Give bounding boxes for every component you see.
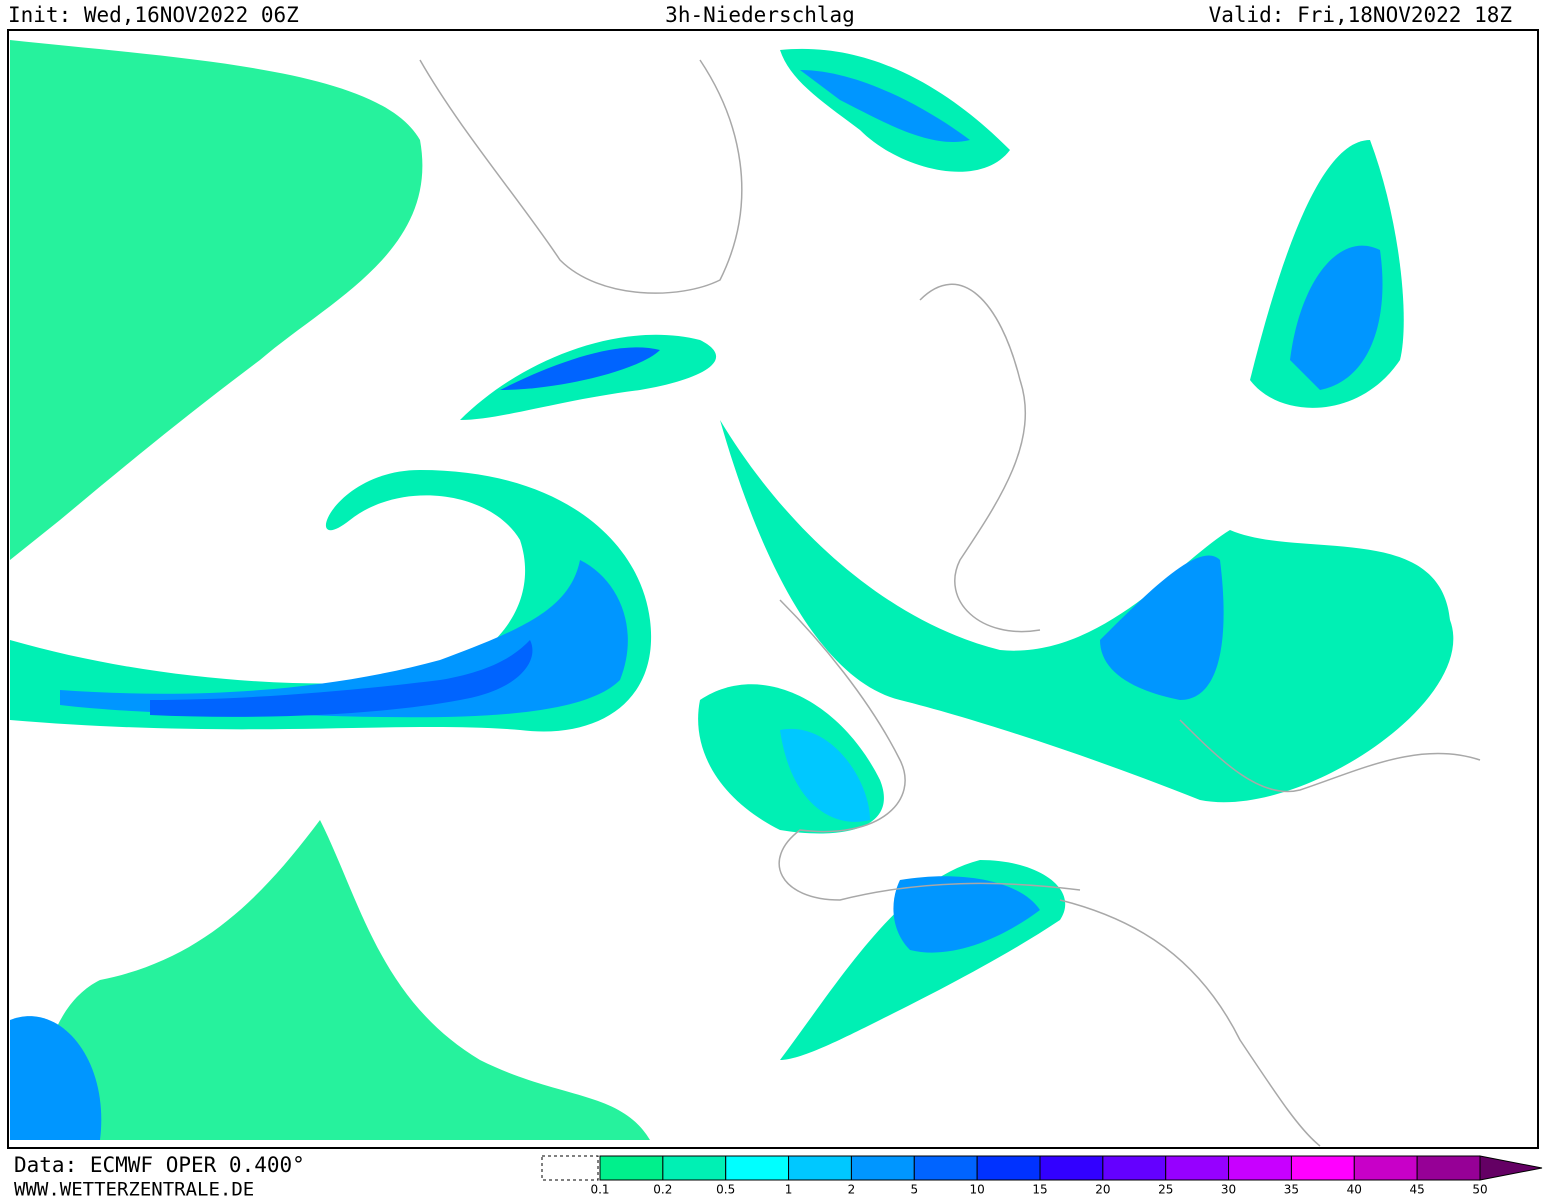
website: WWW.WETTERZENTRALE.DE [14, 1179, 254, 1200]
data-source: Data: ECMWF OPER 0.400° [14, 1153, 305, 1177]
scale-tick-label: 1 [785, 1183, 793, 1197]
scale-tick-label: 5 [910, 1183, 918, 1197]
scale-tick-label: 40 [1347, 1183, 1362, 1197]
scale-bin [976, 1155, 1041, 1181]
scale-tick-label: 20 [1095, 1183, 1110, 1197]
scale-bin [1039, 1155, 1104, 1181]
scale-bin [1416, 1155, 1481, 1181]
color-scale: 0.1 0.2 0.5 1 2 5 10 15 20 25 30 35 40 45 50 [590, 1155, 1543, 1197]
scale-bin [850, 1155, 915, 1181]
scale-bin [662, 1155, 727, 1181]
init-time: Init: Wed,16NOV2022 06Z [8, 3, 299, 27]
scale-tick-label: 0.2 [653, 1183, 672, 1197]
scale-tick-label: 50 [1472, 1183, 1487, 1197]
scale-bin [599, 1155, 664, 1181]
scale-tick-label: 45 [1410, 1183, 1425, 1197]
valid-time: Valid: Fri,18NOV2022 18Z [1209, 3, 1512, 27]
scale-tick-label: 15 [1032, 1183, 1047, 1197]
map-title: 3h-Niederschlag [665, 3, 855, 27]
map [7, 29, 1539, 1149]
scale-bin [1290, 1155, 1355, 1181]
scale-bin [913, 1155, 978, 1181]
scale-tick-label: 2 [848, 1183, 856, 1197]
scale-bin [1165, 1155, 1230, 1181]
scale-bin [788, 1155, 852, 1181]
scale-tick-label: 0.5 [716, 1183, 735, 1197]
scale-over-arrow [1479, 1155, 1543, 1181]
scale-tick-label: 0.1 [590, 1183, 609, 1197]
scale-bin [1228, 1155, 1292, 1181]
scale-tick-label: 30 [1221, 1183, 1236, 1197]
scale-bin [725, 1155, 790, 1181]
scale-tick-label: 10 [970, 1183, 985, 1197]
below-threshold-box [541, 1155, 599, 1181]
scale-bin [1353, 1155, 1418, 1181]
scale-tick-label: 25 [1158, 1183, 1173, 1197]
scale-bin [1102, 1155, 1167, 1181]
scale-tick-label: 35 [1284, 1183, 1299, 1197]
